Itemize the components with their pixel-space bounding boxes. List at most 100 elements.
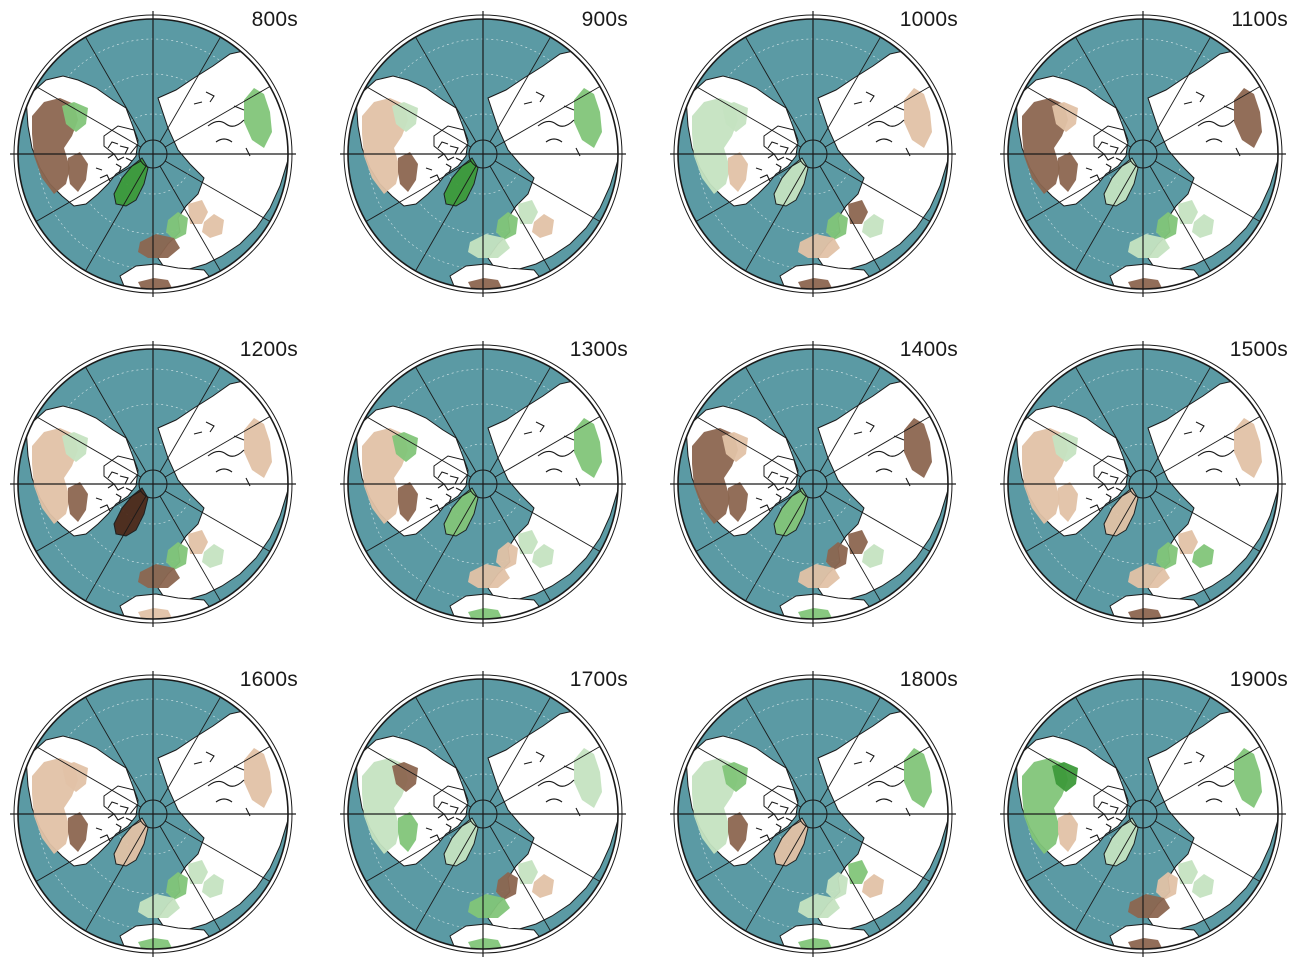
- coastline-detail: [1197, 105, 1241, 157]
- region-southwest-asia: [862, 544, 884, 568]
- meridian-line: [365, 86, 472, 148]
- region-mexico: [68, 812, 88, 852]
- region-southwest-asia: [532, 214, 554, 238]
- region-scandinavia: [496, 872, 518, 900]
- polar-map: [340, 11, 626, 297]
- meridian-line: [1025, 820, 1132, 882]
- region-central-europe: [848, 200, 868, 224]
- meridian-line: [824, 820, 931, 882]
- meridian-line: [415, 495, 477, 602]
- meridian-line: [494, 820, 601, 882]
- polar-map: [10, 671, 296, 957]
- meridian-line: [745, 696, 807, 803]
- region-southwest-asia: [202, 874, 224, 898]
- region-central-north-america: [1052, 102, 1078, 132]
- decade-label: 1300s: [569, 338, 628, 361]
- canadian-islands-land: [103, 125, 139, 155]
- region-mexico: [728, 152, 748, 192]
- region-greenland: [113, 487, 149, 537]
- meridian-line: [1025, 416, 1132, 478]
- region-mediterranean: [138, 894, 180, 918]
- region-greenland: [443, 817, 479, 867]
- canadian-islands-land: [1093, 125, 1129, 155]
- region-southwest-asia: [532, 544, 554, 568]
- meridian-line: [819, 36, 881, 143]
- region-greenland: [1103, 157, 1139, 207]
- region-central-north-america: [722, 432, 748, 462]
- region-central-europe: [1178, 530, 1198, 554]
- meridian-line: [35, 746, 142, 808]
- meridian-line: [35, 820, 142, 882]
- region-central-europe: [518, 860, 538, 884]
- meridian-line: [85, 36, 147, 143]
- meridian-line: [824, 746, 931, 808]
- region-scandinavia: [826, 542, 848, 570]
- meridian-line: [489, 165, 551, 272]
- meridian-line: [1075, 495, 1137, 602]
- coastline-detail: [523, 91, 545, 105]
- region-mediterranean: [1128, 564, 1170, 588]
- region-east-asia: [904, 418, 932, 478]
- region-mexico: [1058, 152, 1078, 192]
- map-panel: 1100s: [998, 8, 1292, 318]
- meridian-line: [35, 416, 142, 478]
- region-central-europe: [848, 530, 868, 554]
- map-panel: 1900s: [998, 668, 1292, 978]
- coastline-detail: [867, 765, 911, 817]
- region-east-asia: [1234, 418, 1262, 478]
- meridian-line: [745, 36, 807, 143]
- meridian-line: [695, 86, 802, 148]
- meridian-line: [1154, 86, 1261, 148]
- meridian-line: [365, 416, 472, 478]
- meridian-line: [164, 86, 271, 148]
- region-central-north-america: [392, 432, 418, 462]
- meridian-line: [85, 825, 147, 932]
- region-central-europe: [188, 200, 208, 224]
- meridian-line: [824, 86, 931, 148]
- coastline-detail: [1197, 765, 1241, 817]
- meridian-line: [35, 490, 142, 552]
- polar-map: [1000, 11, 1286, 297]
- region-greenland: [443, 157, 479, 207]
- meridian-line: [1149, 696, 1211, 803]
- meridian-line: [415, 36, 477, 143]
- map-panel: 1300s: [338, 338, 638, 648]
- coastline-detail: [537, 105, 581, 157]
- region-central-north-america: [1052, 432, 1078, 462]
- meridian-line: [489, 825, 551, 932]
- coastline-detail: [1097, 805, 1123, 834]
- coastline-detail: [437, 475, 463, 504]
- meridian-line: [494, 746, 601, 808]
- meridian-line: [1075, 696, 1137, 803]
- region-central-north-america: [1052, 762, 1078, 792]
- coastline-detail: [767, 475, 793, 504]
- region-central-europe: [848, 860, 868, 884]
- meridian-line: [819, 165, 881, 272]
- polar-map: [1000, 671, 1286, 957]
- canadian-islands-land: [763, 125, 799, 155]
- region-scandinavia: [166, 212, 188, 240]
- region-scandinavia: [496, 542, 518, 570]
- canadian-islands-land: [1093, 785, 1129, 815]
- meridian-line: [819, 366, 881, 473]
- polar-map: [340, 671, 626, 957]
- coastline-detail: [107, 805, 133, 834]
- coastline-detail: [1183, 421, 1205, 435]
- decade-label: 1400s: [899, 338, 958, 361]
- decade-label: 800s: [251, 8, 298, 31]
- meridian-line: [159, 165, 221, 272]
- region-southwest-asia: [1192, 214, 1214, 238]
- meridian-line: [1025, 490, 1132, 552]
- region-east-asia: [244, 88, 272, 148]
- region-central-north-america: [722, 762, 748, 792]
- coastline-detail: [537, 765, 581, 817]
- meridian-line: [1025, 746, 1132, 808]
- meridian-line: [1149, 36, 1211, 143]
- canadian-islands-land: [763, 455, 799, 485]
- region-scandinavia: [1156, 212, 1178, 240]
- meridian-line: [489, 696, 551, 803]
- coastline-detail: [523, 421, 545, 435]
- meridian-line: [35, 86, 142, 148]
- coastline-detail: [767, 145, 793, 174]
- polar-map: [10, 11, 296, 297]
